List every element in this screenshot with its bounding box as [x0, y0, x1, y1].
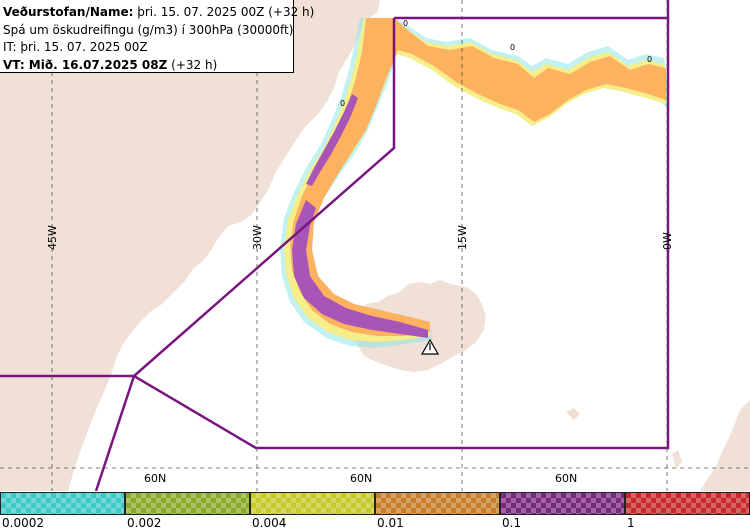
lon-label-45w: 45W [46, 225, 59, 250]
contour-label: 0 [403, 19, 408, 28]
lat-label-60n-2: 60N [350, 472, 372, 485]
contour-label: 0 [510, 43, 515, 52]
valid-time: VT: Mið. 16.07.2025 08Z (+32 h) [3, 57, 218, 72]
legend-label-4: 0.1 [502, 516, 522, 530]
legend-label-0: 0.0002 [2, 516, 44, 530]
faroe-islands [566, 408, 580, 420]
graticule [0, 0, 750, 491]
concentration-legend: 0.0002 0.002 0.004 0.01 0.1 1 [0, 491, 750, 532]
legend-label-5: 1 [627, 516, 635, 530]
lat-label-60n-3: 60N [555, 472, 577, 485]
ash-plume-orange [290, 18, 666, 336]
legend-swatch-1 [125, 492, 250, 515]
lon-label-0w: 0W [661, 232, 674, 250]
issuer-line: Veðurstofan/Name: þri. 15. 07. 2025 00Z … [3, 5, 315, 19]
forecast-info-box: Veðurstofan/Name: þri. 15. 07. 2025 00Z … [0, 0, 315, 73]
legend-swatch-5 [625, 492, 750, 515]
legend-label-2: 0.004 [252, 516, 287, 530]
initial-time: IT: þri. 15. 07. 2025 00Z [3, 40, 148, 54]
legend-label-3: 0.01 [377, 516, 404, 530]
ash-plume-purple [292, 200, 428, 338]
contour-label: 0 [340, 99, 345, 108]
greenland-landmass [0, 0, 380, 491]
ash-plume-edge [284, 18, 666, 342]
lon-label-30w: 30W [251, 225, 264, 250]
ash-plume-purple-streak [306, 94, 358, 186]
legend-swatch-0 [0, 492, 125, 515]
contour-label: 0 [647, 55, 652, 64]
legend-swatch-2 [250, 492, 375, 515]
legend-swatch-3 [375, 492, 500, 515]
lon-label-15w: 15W [456, 225, 469, 250]
legend-label-1: 0.002 [127, 516, 162, 530]
shetland-islands [672, 450, 682, 468]
lat-label-60n-1: 60N [144, 472, 166, 485]
legend-swatch-4 [500, 492, 625, 515]
forecast-description: Spá um öskudreifingu (g/m3) í 300hPa (30… [3, 22, 294, 37]
volcano-warning-icon [420, 338, 440, 355]
